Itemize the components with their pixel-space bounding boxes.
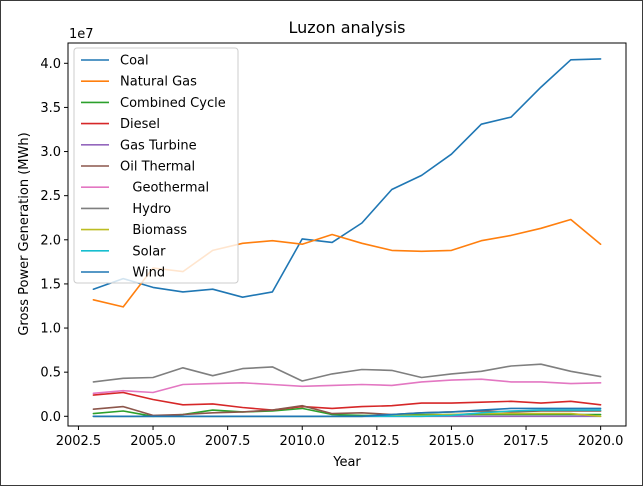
series-line-3 <box>92 391 602 411</box>
y-tick-label: 1.5 <box>40 277 61 292</box>
legend-label: Oil Thermal <box>120 160 195 175</box>
legend-label: Gas Turbine <box>120 138 197 153</box>
legend-label: Combined Cycle <box>120 96 226 111</box>
x-tick-label: 2017.5 <box>503 434 549 449</box>
x-tick-label: 2012.5 <box>354 434 400 449</box>
y-axis-label: Gross Power Generation (MWh) <box>17 132 32 335</box>
legend: Coal Natural Gas Combined Cycle Diesel Gas T… <box>73 47 239 284</box>
series-line-5 <box>92 404 602 417</box>
series-line-0 <box>92 58 602 298</box>
plot-area-border <box>67 42 627 427</box>
x-axis-label: Year <box>332 455 361 470</box>
y-scale-label: 1e7 <box>69 27 94 42</box>
chart-title: Luzon analysis <box>289 18 406 37</box>
legend-box <box>73 47 239 284</box>
y-tick-label: 3.0 <box>40 145 61 160</box>
x-tick-label: 2015.0 <box>429 434 475 449</box>
series-line-7 <box>92 363 602 383</box>
legend-label: Coal <box>120 54 149 69</box>
x-tick-label: 2007.5 <box>205 434 251 449</box>
x-tick-label: 2002.5 <box>56 434 102 449</box>
y-tick-label: 0.0 <box>40 410 61 425</box>
legend-label: Geothermal <box>120 181 209 196</box>
x-tick-label: 2020.0 <box>578 434 624 449</box>
legend-label: Biomass <box>120 223 187 238</box>
y-tick-label: 0.5 <box>40 366 61 381</box>
legend-label: Solar <box>120 244 166 259</box>
y-tick-label: 4.0 <box>40 57 61 72</box>
legend-label: Diesel <box>120 117 160 132</box>
series-line-6 <box>92 378 602 395</box>
x-tick-label: 2010.0 <box>279 434 325 449</box>
y-tick-label: 2.0 <box>40 233 61 248</box>
y-axis: 0.0 0.5 1.0 1.5 2.0 2.5 3.0 3.5 4.0 <box>40 57 68 425</box>
x-tick-label: 2005.0 <box>130 434 176 449</box>
legend-label: Natural Gas <box>120 75 197 90</box>
series-line-10 <box>92 407 602 418</box>
legend-label: Hydro <box>120 202 171 217</box>
x-axis: 2002.5 2005.0 2007.5 2010.0 2012.5 2015.0 2017… <box>56 426 624 449</box>
y-tick-label: 1.0 <box>40 322 61 337</box>
y-tick-label: 2.5 <box>40 189 61 204</box>
legend-label: Wind <box>120 266 165 281</box>
y-tick-label: 3.5 <box>40 101 61 116</box>
